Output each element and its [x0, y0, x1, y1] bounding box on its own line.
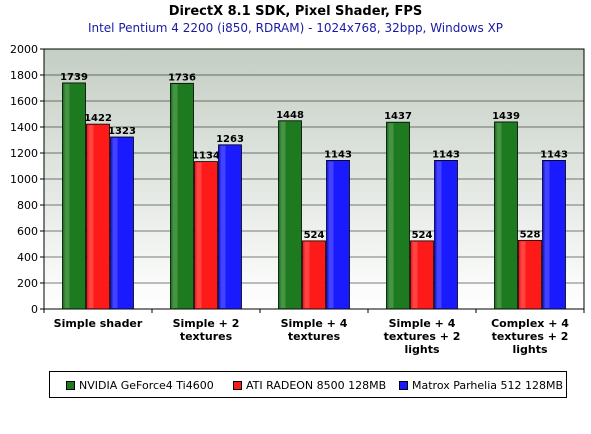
bar-highlight: [328, 161, 334, 308]
legend-swatch: [233, 380, 242, 390]
legend-label: ATI RADEON 8500 128MB: [246, 379, 387, 392]
chart-title: DirectX 8.1 SDK, Pixel Shader, FPS: [168, 4, 423, 19]
data-label: 1736: [168, 72, 196, 83]
x-tick-label: Simple + 4 textures: [281, 317, 348, 343]
data-label: 1143: [324, 149, 352, 160]
data-label: 1263: [216, 134, 244, 145]
y-tick-label: 1600: [10, 95, 38, 108]
data-label: 1437: [384, 111, 412, 122]
y-tick-label: 1000: [10, 173, 38, 186]
bar-highlight: [112, 138, 118, 308]
x-tick-label: Simple + 2 textures: [173, 317, 240, 343]
bar-highlight: [436, 161, 442, 308]
data-label: 1323: [108, 126, 136, 137]
bar: [110, 136, 134, 310]
bar: [410, 240, 434, 310]
y-tick-label: 600: [17, 225, 38, 238]
bar: [518, 239, 542, 310]
x-tick-label: Simple + 4 textures + 2 lights: [384, 317, 461, 356]
chart-subtitle: Intel Pentium 4 2200 (i850, RDRAM) - 102…: [87, 21, 504, 35]
data-label: 1143: [432, 149, 460, 160]
y-tick-label: 1400: [10, 121, 38, 134]
bar-highlight: [220, 145, 226, 308]
chart-legend: NVIDIA GeForce4 Ti4600 ATI RADEON 8500 12…: [49, 371, 567, 398]
data-label: 1439: [492, 111, 520, 122]
x-tick-label: Complex + 4 textures + 2 lights: [491, 317, 569, 356]
bar-highlight: [544, 161, 550, 308]
y-tick-label: 400: [17, 251, 38, 264]
x-tick-label: Simple shader: [54, 317, 143, 330]
legend-label: NVIDIA GeForce4 Ti4600: [79, 379, 214, 392]
data-label: 1448: [276, 110, 304, 121]
bar: [278, 120, 302, 310]
bar-highlight: [280, 121, 286, 308]
y-tick-label: 200: [17, 277, 38, 290]
y-tick-label: 2000: [10, 43, 38, 56]
bar: [326, 160, 350, 310]
data-label: 528: [520, 229, 541, 240]
bar: [386, 121, 410, 310]
bar: [194, 161, 218, 310]
legend-swatch: [66, 380, 75, 390]
data-label: 1739: [60, 72, 88, 83]
data-label: 524: [412, 230, 433, 241]
bar: [434, 160, 458, 310]
bar-highlight: [196, 162, 202, 308]
bar-highlight: [64, 83, 70, 309]
bar-highlight: [496, 122, 502, 309]
bar: [494, 121, 518, 310]
bar: [218, 144, 242, 310]
bar-highlight: [388, 123, 394, 308]
bar-highlight: [412, 241, 418, 308]
legend-swatch: [399, 380, 408, 390]
data-label: 524: [304, 230, 325, 241]
y-tick-label: 800: [17, 199, 38, 212]
bar: [302, 240, 326, 310]
legend-item: NVIDIA GeForce4 Ti4600: [66, 379, 214, 392]
y-tick-label: 1200: [10, 147, 38, 160]
y-tick-label: 0: [31, 303, 38, 316]
bar-highlight: [304, 241, 310, 308]
bar: [170, 82, 194, 310]
bar-highlight: [520, 241, 526, 308]
legend-item: Matrox Parhelia 512 128MB: [399, 379, 563, 392]
data-label: 1143: [540, 149, 568, 160]
bar-highlight: [172, 84, 178, 308]
bar: [62, 82, 86, 310]
data-label: 1134: [192, 151, 220, 162]
data-label: 1422: [84, 113, 112, 124]
y-tick-label: 1800: [10, 69, 38, 82]
bar-highlight: [88, 125, 94, 308]
bar: [542, 160, 566, 310]
bar: [86, 123, 110, 310]
legend-label: Matrox Parhelia 512 128MB: [412, 379, 564, 392]
legend-item: ATI RADEON 8500 128MB: [233, 379, 386, 392]
